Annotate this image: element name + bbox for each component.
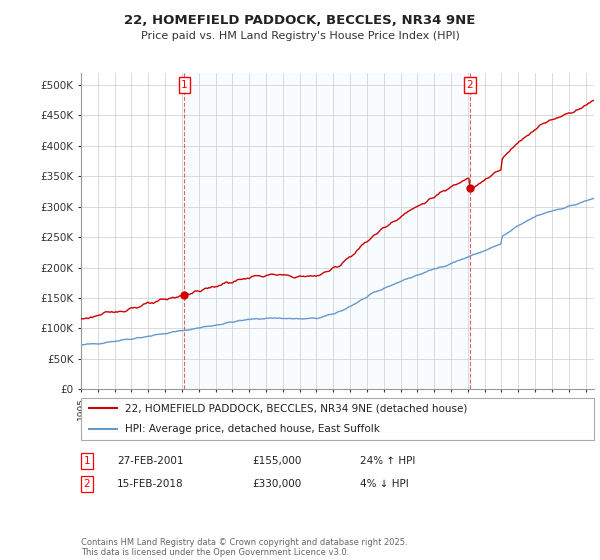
- FancyBboxPatch shape: [81, 398, 594, 440]
- Text: 1: 1: [181, 80, 188, 90]
- Bar: [184, 73, 470, 389]
- Text: £330,000: £330,000: [252, 479, 301, 489]
- Text: Contains HM Land Registry data © Crown copyright and database right 2025.
This d: Contains HM Land Registry data © Crown c…: [81, 538, 407, 557]
- Text: 2: 2: [83, 479, 91, 489]
- Text: 24% ↑ HPI: 24% ↑ HPI: [360, 456, 415, 466]
- Text: HPI: Average price, detached house, East Suffolk: HPI: Average price, detached house, East…: [125, 424, 379, 434]
- Text: 22, HOMEFIELD PADDOCK, BECCLES, NR34 9NE (detached house): 22, HOMEFIELD PADDOCK, BECCLES, NR34 9NE…: [125, 403, 467, 413]
- Text: £155,000: £155,000: [252, 456, 301, 466]
- Text: 27-FEB-2001: 27-FEB-2001: [117, 456, 184, 466]
- Text: 4% ↓ HPI: 4% ↓ HPI: [360, 479, 409, 489]
- Text: 22, HOMEFIELD PADDOCK, BECCLES, NR34 9NE: 22, HOMEFIELD PADDOCK, BECCLES, NR34 9NE: [124, 14, 476, 27]
- Text: 2: 2: [467, 80, 473, 90]
- Text: 1: 1: [83, 456, 91, 466]
- Text: 15-FEB-2018: 15-FEB-2018: [117, 479, 184, 489]
- Text: Price paid vs. HM Land Registry's House Price Index (HPI): Price paid vs. HM Land Registry's House …: [140, 31, 460, 41]
